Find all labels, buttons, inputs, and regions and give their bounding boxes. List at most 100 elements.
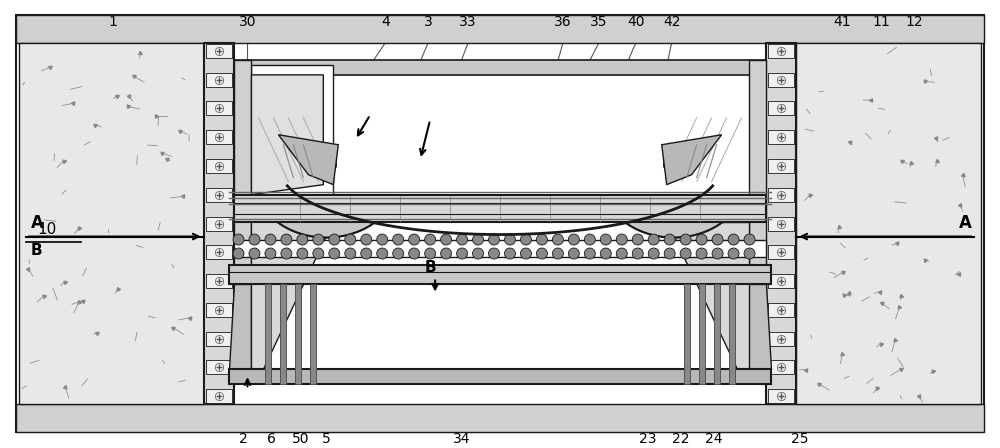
Circle shape [281,248,292,259]
Circle shape [712,234,723,245]
Bar [768,216,794,231]
Text: A: A [30,214,43,232]
Circle shape [584,248,595,259]
Bar [768,246,794,259]
Bar [206,303,232,317]
Bar [206,102,232,116]
Text: 23: 23 [639,432,656,446]
Circle shape [441,248,452,259]
Circle shape [345,248,356,259]
Circle shape [616,248,627,259]
Text: 2: 2 [239,432,248,446]
Circle shape [680,248,691,259]
Bar [206,159,232,173]
Bar [768,332,794,346]
Bar [714,284,720,384]
Circle shape [489,248,500,259]
Circle shape [409,234,420,245]
Circle shape [281,234,292,245]
Polygon shape [251,65,333,194]
Text: 35: 35 [590,15,608,29]
Circle shape [473,248,484,259]
Text: 33: 33 [459,15,477,29]
Circle shape [345,234,356,245]
Circle shape [712,248,723,259]
Bar [295,284,301,384]
Polygon shape [251,222,333,369]
Bar [229,369,771,384]
Bar [310,284,316,384]
Circle shape [361,248,372,259]
Text: B: B [31,243,43,258]
Circle shape [648,248,659,259]
Text: B: B [424,260,436,275]
Circle shape [600,248,611,259]
Circle shape [728,248,739,259]
Circle shape [584,234,595,245]
Bar [234,240,766,257]
Circle shape [320,157,336,172]
Circle shape [393,248,404,259]
Bar [768,44,794,58]
Bar [766,43,796,404]
Bar [206,188,232,202]
Polygon shape [662,135,722,185]
Circle shape [329,234,340,245]
Text: 30: 30 [239,15,256,29]
Bar [729,284,735,384]
Circle shape [361,234,372,245]
Circle shape [297,248,308,259]
Polygon shape [610,194,738,237]
Text: 25: 25 [791,432,808,446]
Circle shape [233,234,244,245]
Circle shape [648,234,659,245]
Bar [768,130,794,144]
Circle shape [680,234,691,245]
Text: 41: 41 [834,15,851,29]
Text: 50: 50 [292,432,309,446]
Text: 6: 6 [267,432,276,446]
Bar [768,159,794,173]
Bar [768,73,794,86]
Text: 4: 4 [381,15,390,29]
Circle shape [568,234,579,245]
Circle shape [249,234,260,245]
Circle shape [664,234,675,245]
Circle shape [520,248,531,259]
Text: A: A [959,214,972,232]
Bar [206,130,232,144]
Bar [768,188,794,202]
Polygon shape [229,284,251,369]
Text: 10: 10 [37,222,56,237]
Bar [280,284,286,384]
Bar [16,15,984,43]
Circle shape [377,248,388,259]
Bar [749,60,766,369]
Circle shape [632,248,643,259]
Bar [265,284,271,384]
Circle shape [504,234,515,245]
Circle shape [696,248,707,259]
Bar [206,274,232,288]
Circle shape [313,234,324,245]
Text: 36: 36 [554,15,572,29]
Polygon shape [749,284,771,369]
Bar [206,73,232,86]
Polygon shape [251,75,323,194]
Circle shape [632,234,643,245]
Circle shape [233,248,244,259]
Bar [206,44,232,58]
Text: 22: 22 [672,432,689,446]
Bar [234,60,766,75]
Circle shape [504,248,515,259]
Bar [684,284,690,384]
Circle shape [425,248,436,259]
Circle shape [744,234,755,245]
Text: 42: 42 [663,15,680,29]
Circle shape [249,248,260,259]
Bar [234,75,766,194]
Polygon shape [262,194,390,237]
Text: 24: 24 [705,432,722,446]
Text: 3: 3 [424,15,433,29]
Circle shape [313,248,324,259]
